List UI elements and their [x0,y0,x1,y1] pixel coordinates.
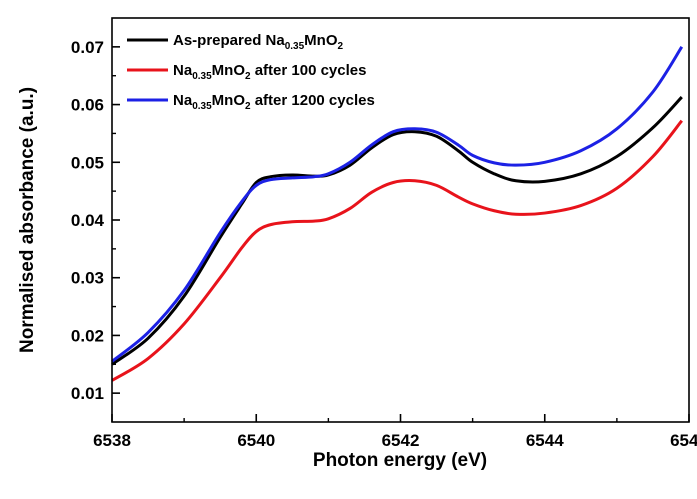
x-tick-label-1: 6540 [237,431,275,450]
x-tick-label-0: 6538 [93,431,131,450]
y-tick-label-5: 0.06 [71,96,104,115]
x-tick-label-4: 6546 [670,431,697,450]
tick-layer: 6538 6540 6542 6544 6546 0.01 0.02 0.03 0.04 0.05… [71,38,697,450]
y-axis-title: Normalised absorbance (a.u.) [17,87,38,353]
series-layer [111,46,684,382]
y-tick-label-3: 0.04 [71,211,105,230]
y-tick-label-1: 0.02 [71,326,104,345]
legend: As-prepared Na0.35MnO2 Na0.35MnO2 after 1… [127,32,375,112]
x-axis-title: Photon energy (eV) [313,450,487,471]
x-tick-label-3: 6544 [526,431,564,450]
series-line-0 [111,96,683,366]
y-tick-label-0: 0.01 [71,384,104,403]
series-line-2 [111,46,684,363]
x-tick-label-2: 6542 [382,431,420,450]
y-tick-label-2: 0.03 [71,269,104,288]
y-tick-label-4: 0.05 [71,153,104,172]
series-line-1 [111,119,683,382]
legend-label-1: Na0.35MnO2 after 100 cycles [173,62,366,82]
y-tick-label-6: 0.07 [71,38,104,57]
legend-label-2: Na0.35MnO2 after 1200 cycles [173,92,375,112]
legend-label-0: As-prepared Na0.35MnO2 [173,32,344,52]
